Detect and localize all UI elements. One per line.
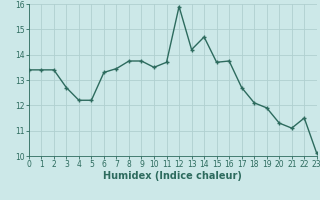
X-axis label: Humidex (Indice chaleur): Humidex (Indice chaleur): [103, 171, 242, 181]
